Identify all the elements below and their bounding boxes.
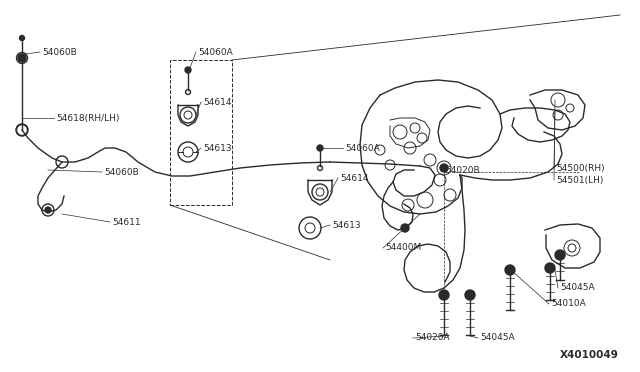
Circle shape — [555, 250, 565, 260]
Text: 54611: 54611 — [112, 218, 141, 227]
Bar — [170, 60, 232, 205]
Text: 54010A: 54010A — [551, 299, 586, 308]
Circle shape — [465, 290, 475, 300]
Text: 54614: 54614 — [203, 97, 232, 106]
Text: 54500(RH): 54500(RH) — [556, 164, 605, 173]
Circle shape — [19, 55, 26, 61]
Text: 54614: 54614 — [340, 173, 369, 183]
Text: 54400M: 54400M — [385, 244, 421, 253]
Circle shape — [45, 207, 51, 213]
Text: 54045A: 54045A — [560, 283, 595, 292]
Circle shape — [185, 67, 191, 73]
Text: 54501(LH): 54501(LH) — [556, 176, 604, 185]
Text: 54060B: 54060B — [42, 48, 77, 57]
Circle shape — [439, 290, 449, 300]
Text: X4010049: X4010049 — [560, 350, 619, 360]
Circle shape — [19, 35, 24, 41]
Text: 54060A: 54060A — [345, 144, 380, 153]
Circle shape — [317, 145, 323, 151]
Circle shape — [505, 265, 515, 275]
Circle shape — [18, 54, 26, 62]
Text: 54060A: 54060A — [198, 48, 233, 57]
Circle shape — [401, 224, 409, 232]
Text: 54613: 54613 — [332, 221, 360, 230]
Text: 54060B: 54060B — [104, 167, 139, 176]
Circle shape — [440, 164, 448, 172]
Text: 54020B: 54020B — [445, 166, 479, 174]
Text: 54613: 54613 — [203, 144, 232, 153]
Circle shape — [545, 263, 555, 273]
Text: 54618(RH/LH): 54618(RH/LH) — [56, 113, 120, 122]
Text: 54020A: 54020A — [415, 334, 450, 343]
Text: 54045A: 54045A — [480, 334, 515, 343]
